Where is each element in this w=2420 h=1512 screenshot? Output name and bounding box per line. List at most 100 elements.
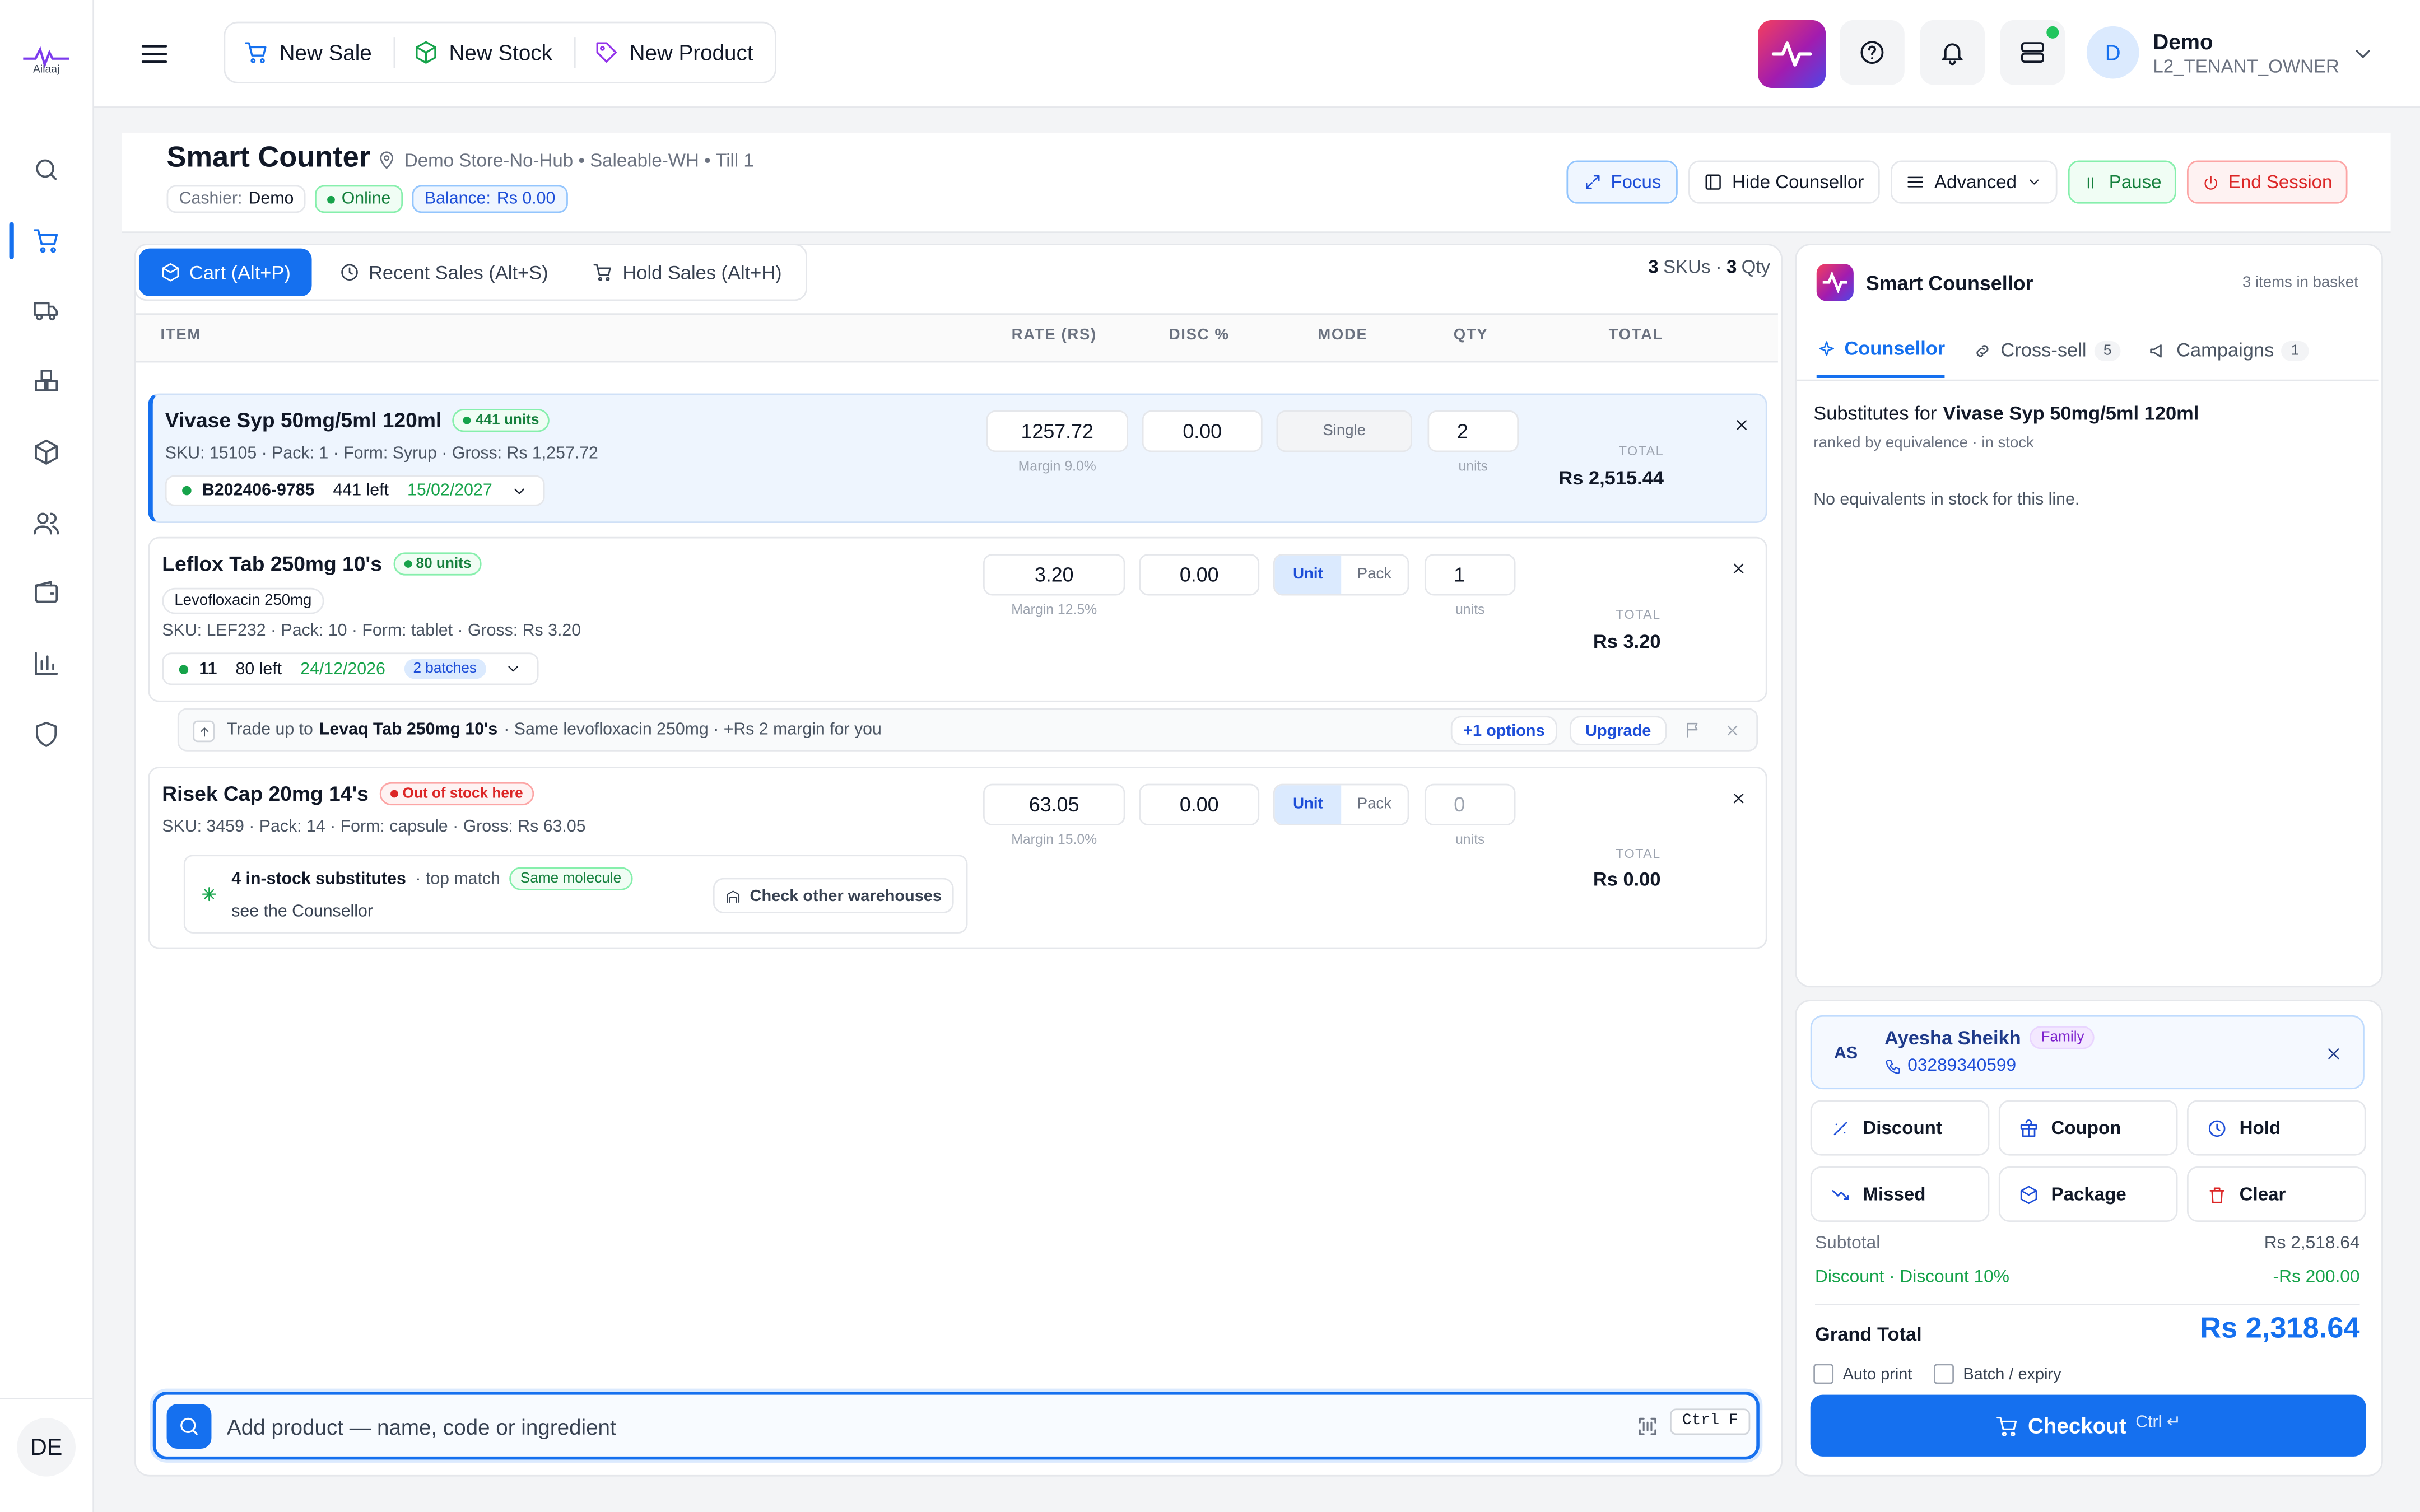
new-sale-icon [245, 42, 267, 63]
check-warehouses[interactable]: Check other warehouses [713, 878, 954, 914]
mode-toggle[interactable]: Unit Pack [1273, 783, 1409, 825]
upsell-text: Trade up to Levaq Tab 250mg 10's · Same le… [227, 721, 882, 739]
remove-line[interactable] [1730, 560, 1747, 577]
substitutes-count: 4 in-stock substitutes [231, 869, 406, 888]
line-total: Rs 2,515.44 [1558, 467, 1664, 489]
scan-icon[interactable] [1636, 1415, 1659, 1438]
empty-state: No equivalents in stock for this line. [1813, 491, 2080, 510]
item-name: Vivase Syp 50mg/5ml 120ml [165, 409, 442, 432]
menu-button[interactable] [139, 39, 170, 69]
checkbox[interactable] [1813, 1364, 1834, 1384]
nav-products[interactable] [32, 438, 61, 466]
nav-delivery[interactable] [32, 296, 61, 324]
nav-cart[interactable] [32, 227, 61, 255]
total-label: TOTAL [1618, 442, 1664, 459]
pause-button[interactable]: Pause [2068, 160, 2176, 204]
checkout-action[interactable]: Package [1998, 1166, 2178, 1222]
sku-label: SKUs · [1663, 256, 1722, 278]
cart-tab-icon [161, 263, 179, 282]
rate-input[interactable]: 1257.72 [986, 410, 1128, 452]
advanced-button[interactable]: Advanced [1890, 160, 2058, 204]
balance-label: Balance: [424, 189, 491, 208]
grand-total-label: Grand Total [1814, 1323, 1922, 1346]
mode-option[interactable]: Unit [1274, 785, 1342, 824]
auto-print-option[interactable]: Auto print [1813, 1364, 1912, 1384]
help-button[interactable] [1840, 20, 1905, 85]
new-stock[interactable]: New Stock [449, 40, 552, 65]
rate-input[interactable]: 3.20 [983, 554, 1125, 596]
user-menu-chevron[interactable] [2351, 41, 2375, 66]
counsellor-tabs: Counsellor Cross-sell 5 Campaigns 1 [1816, 338, 2309, 378]
pulse-button[interactable] [1758, 20, 1826, 88]
tab-hold-sales[interactable]: Hold Sales (Alt+H) [575, 248, 800, 296]
counsellor-tab[interactable]: Cross-sell 5 [1973, 338, 2121, 378]
checkout-action[interactable]: Discount [1810, 1100, 1990, 1156]
remove-line[interactable] [1733, 417, 1750, 433]
user-initial[interactable]: D [2086, 26, 2139, 79]
discount-input[interactable]: 0.00 [1142, 410, 1263, 452]
quantity-input[interactable]: 2 [1427, 410, 1519, 452]
mode-toggle[interactable]: Single [1276, 410, 1412, 452]
focus-button[interactable]: Focus [1566, 160, 1678, 204]
line-total: Rs 0.00 [1593, 869, 1661, 890]
discount-input[interactable]: 0.00 [1139, 783, 1260, 825]
quantity-input[interactable]: 0 [1424, 783, 1516, 825]
tab-cart[interactable]: Cart (Alt+P) [138, 248, 312, 296]
counsellor-icon [1816, 264, 1854, 301]
action-label: Coupon [2051, 1117, 2121, 1139]
flag-icon[interactable] [1684, 721, 1702, 739]
checkbox[interactable] [1934, 1364, 1954, 1384]
upsell-options[interactable]: +1 options [1450, 716, 1557, 745]
status-chip: Online [315, 185, 403, 213]
end-session-button[interactable]: End Session [2186, 160, 2348, 204]
nav-reports[interactable] [32, 650, 61, 678]
cashier: Demo [248, 189, 294, 208]
tab-label: Counsellor [1844, 338, 1946, 360]
nav-security[interactable] [32, 721, 61, 749]
checkout-button[interactable]: Checkout Ctrl ↵ [1810, 1394, 2366, 1457]
mode-option[interactable]: Unit [1274, 555, 1342, 594]
checkout-action[interactable]: Coupon [1998, 1100, 2178, 1156]
mode-toggle[interactable]: Unit Pack [1273, 554, 1409, 596]
qty-label: Qty [1741, 256, 1771, 278]
checkout-action[interactable]: Hold [2186, 1100, 2366, 1156]
upsell-icon [193, 720, 215, 743]
nav-wallet[interactable] [32, 578, 61, 606]
remove-line[interactable] [1730, 790, 1747, 807]
mode-option[interactable]: Single [1323, 422, 1366, 440]
discount-input[interactable]: 0.00 [1139, 554, 1260, 596]
dismiss-upsell[interactable] [1724, 722, 1740, 739]
batch-expiry-option[interactable]: Batch / expiry [1934, 1364, 2061, 1384]
user-avatar[interactable]: DE [17, 1417, 76, 1477]
focus-label: Focus [1611, 171, 1662, 193]
remove-customer[interactable] [2324, 1044, 2343, 1063]
tab-recent-sales[interactable]: Recent Sales (Alt+S) [324, 248, 564, 296]
checkout-action[interactable]: Clear [2186, 1166, 2366, 1222]
substitutes-hint: see the Counsellor [231, 902, 374, 921]
new-sale[interactable]: New Sale [279, 40, 372, 65]
active-indicator [9, 222, 14, 259]
batch-expiry: 15/02/2027 [407, 481, 492, 500]
nav-inventory[interactable] [32, 367, 61, 395]
counsellor-tab[interactable]: Campaigns 1 [2149, 338, 2309, 378]
nav-search[interactable] [32, 156, 61, 184]
product-search[interactable]: Add product — name, code or ingredient C… [152, 1392, 1760, 1460]
mode-option[interactable]: Pack [1357, 566, 1392, 584]
upgrade-button[interactable]: Upgrade [1569, 716, 1667, 745]
new-product[interactable]: New Product [629, 40, 753, 65]
rate-input[interactable]: 63.05 [983, 783, 1125, 825]
counsellor-tab[interactable]: Counsellor [1816, 338, 1946, 378]
cart-row: Vivase Syp 50mg/5ml 120ml 441 units SKU: 1… [148, 393, 1767, 523]
notifications-button[interactable] [1920, 20, 1985, 85]
balance-chip: Balance: Rs 0.00 [412, 185, 568, 213]
batch-selector[interactable]: 11 80 left 24/12/2026 2 batches [162, 652, 539, 685]
mode-option[interactable]: Pack [1357, 796, 1392, 813]
servers-button[interactable] [2000, 20, 2065, 85]
batch-selector[interactable]: B202406-9785 441 left 15/02/2027 [165, 475, 545, 506]
hide-counsellor-button[interactable]: Hide Counsellor [1688, 160, 1880, 204]
checkout-action[interactable]: Missed [1810, 1166, 1990, 1222]
quantity-input[interactable]: 1 [1424, 554, 1516, 596]
nav-customers[interactable] [32, 509, 61, 537]
margin-note: Margin 12.5% [1011, 601, 1097, 618]
